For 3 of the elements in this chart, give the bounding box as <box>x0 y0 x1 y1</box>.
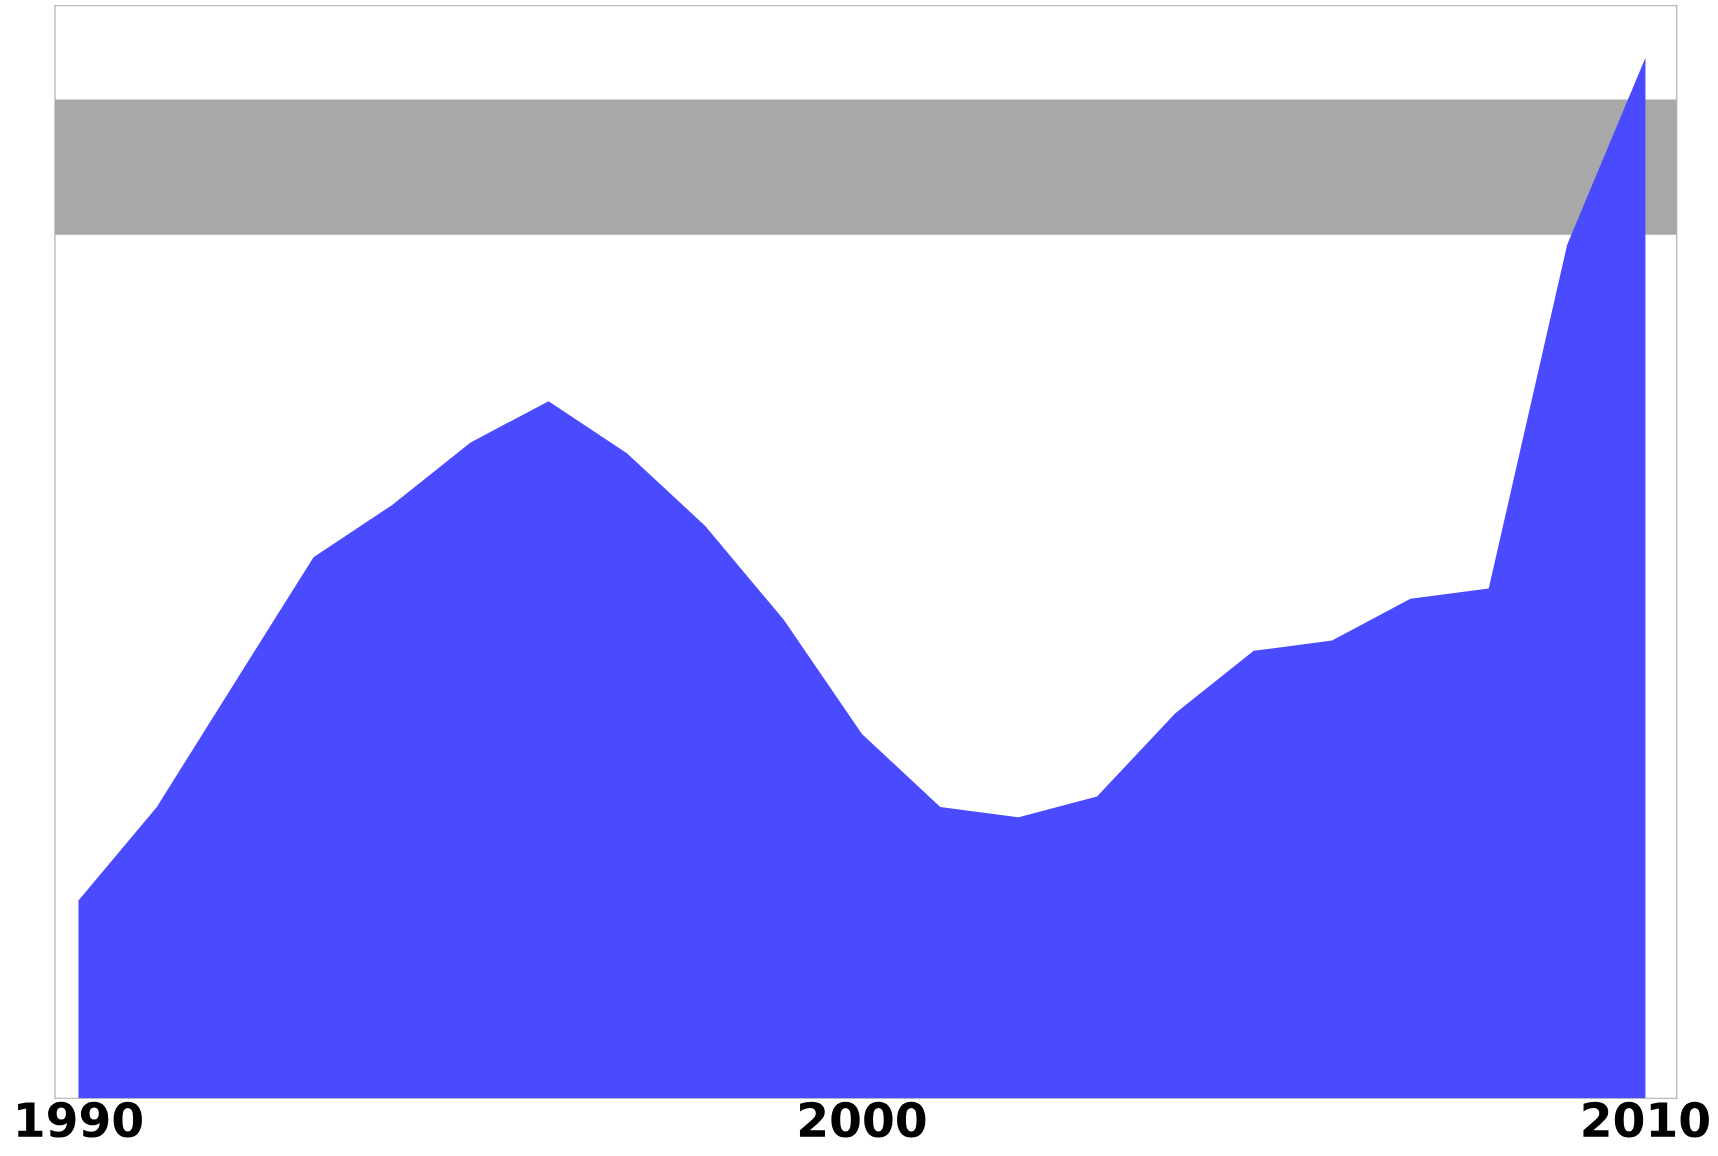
x-tick-label: 2000 <box>799 1101 926 1138</box>
x-tick-label: 1990 <box>18 1101 142 1138</box>
x-tick-label: 2010 <box>1583 1101 1709 1138</box>
